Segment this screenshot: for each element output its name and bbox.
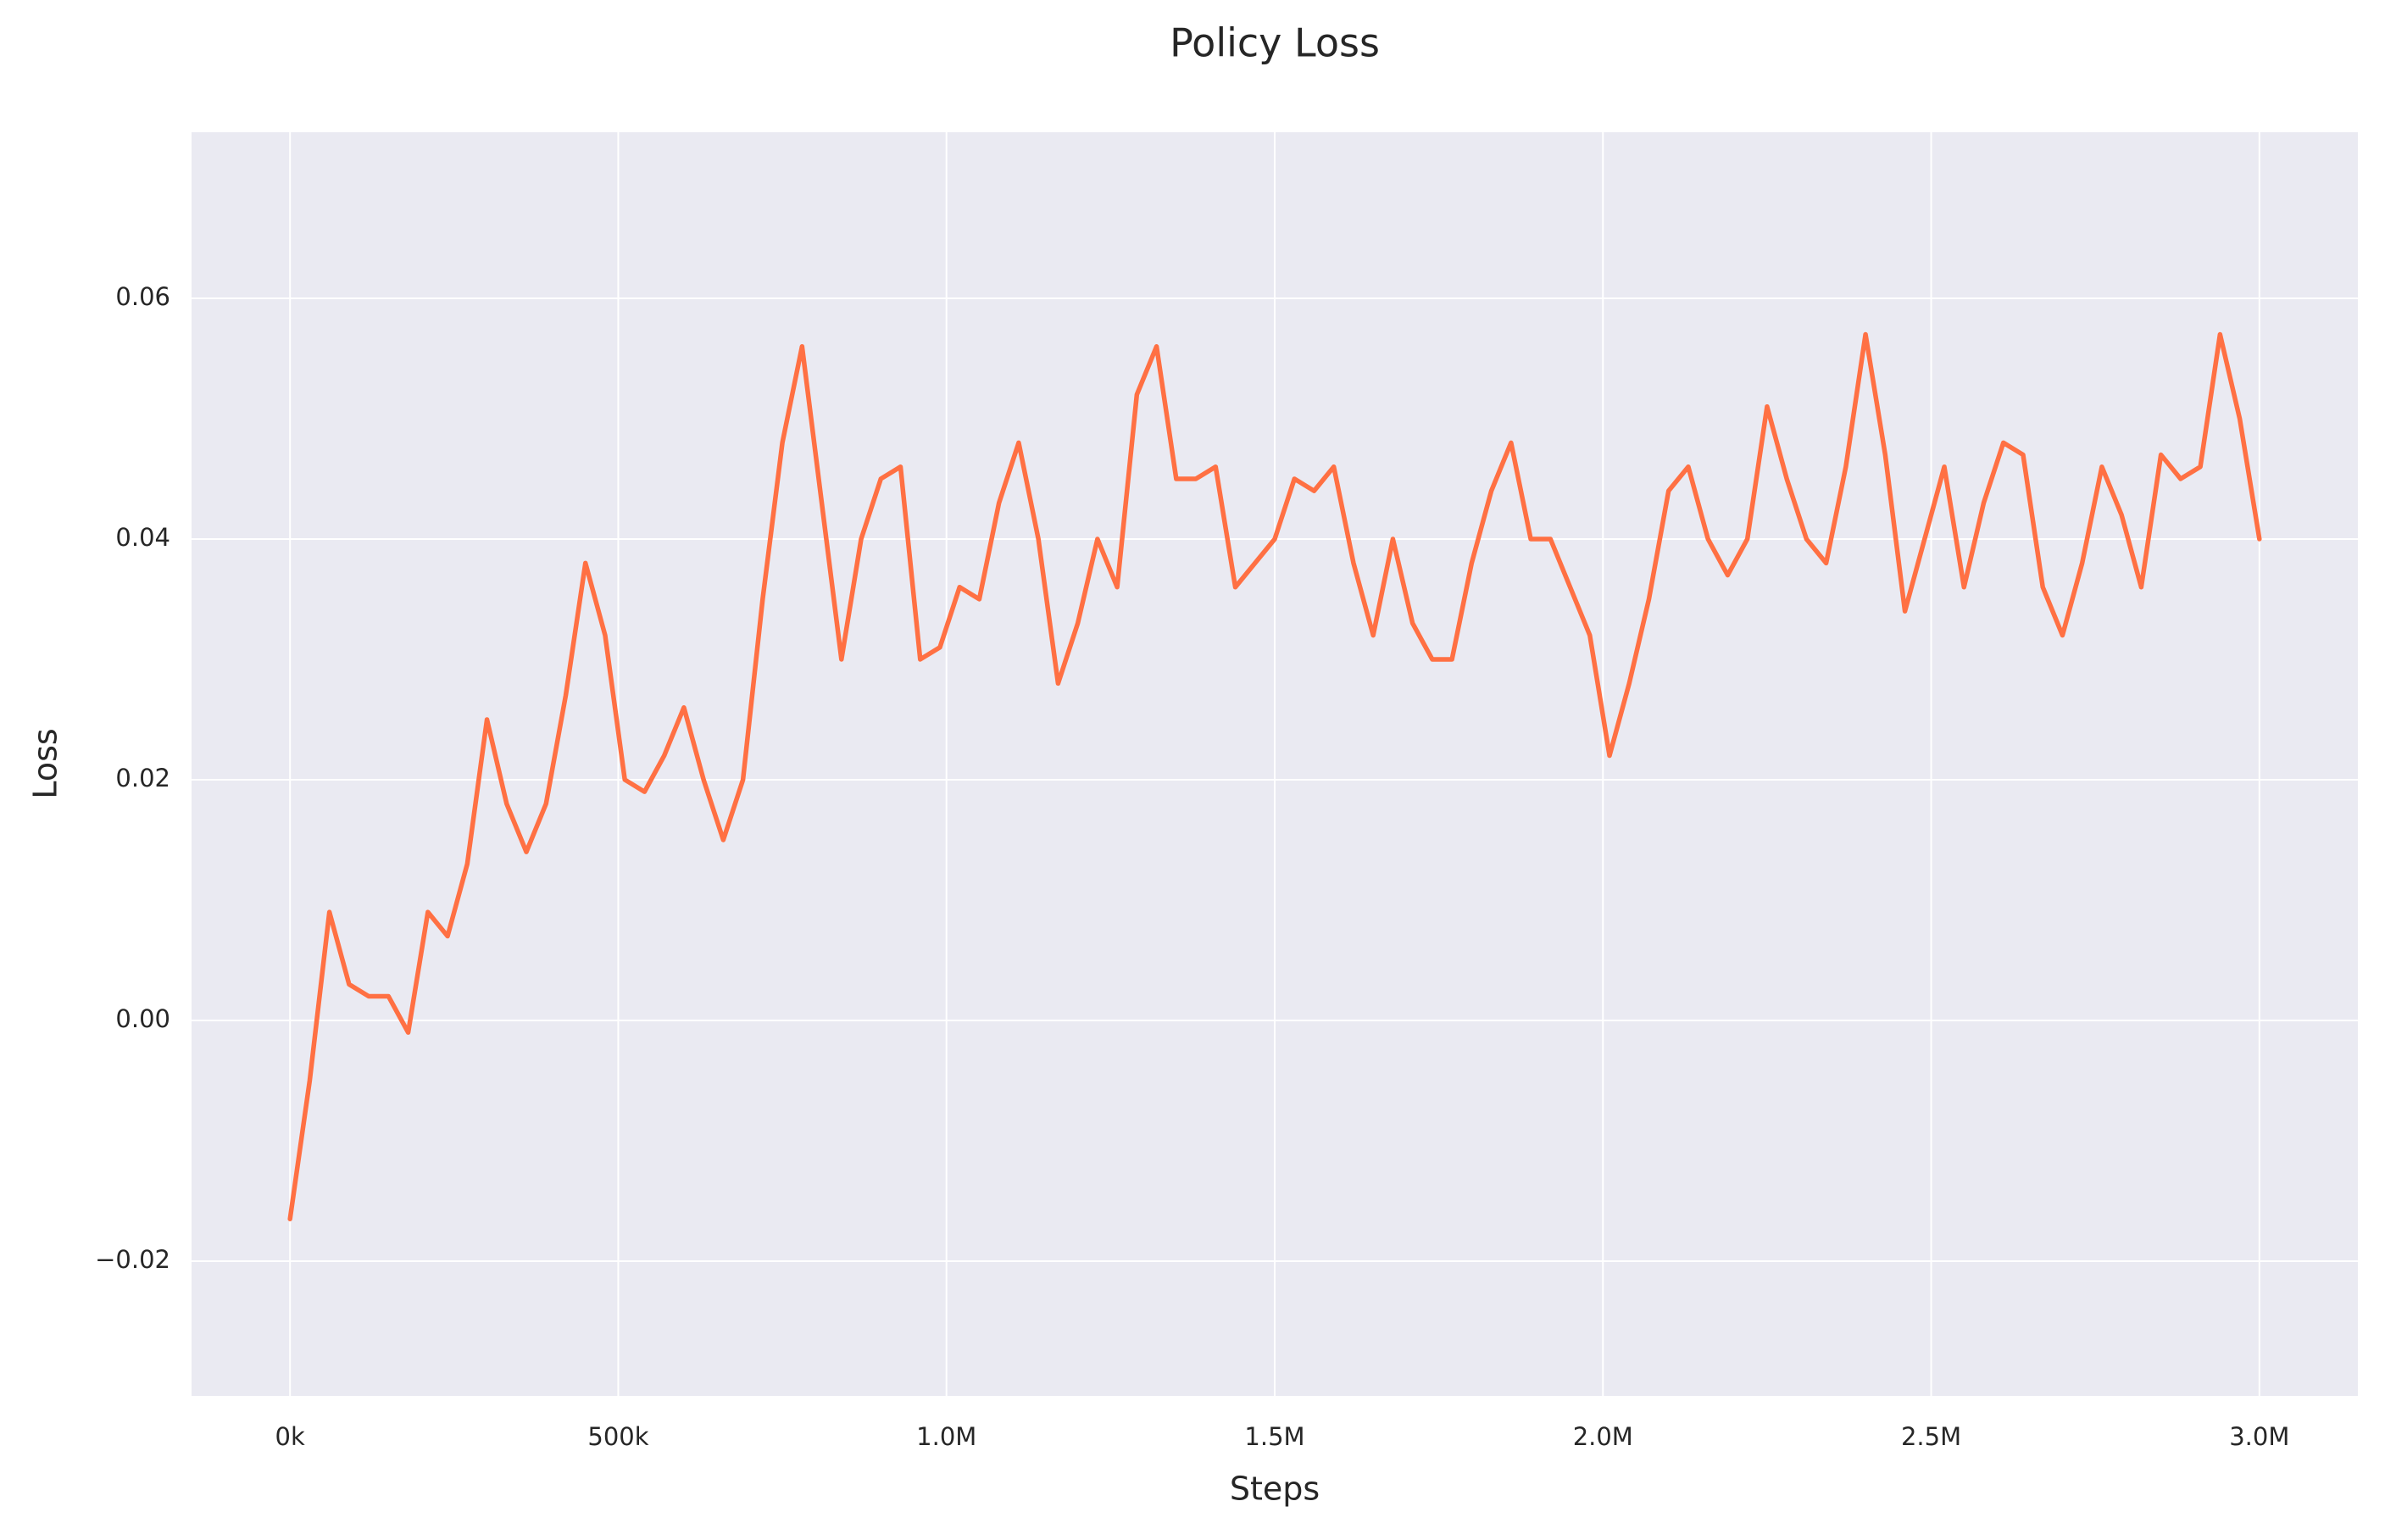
- x-tick-label: 1.0M: [916, 1422, 976, 1451]
- chart-title: Policy Loss: [1170, 20, 1380, 66]
- x-tick-label: 0k: [275, 1422, 305, 1451]
- x-axis-label: Steps: [1230, 1471, 1320, 1508]
- x-tick-label: 1.5M: [1244, 1422, 1304, 1451]
- y-tick-label: 0.04: [115, 523, 170, 552]
- y-tick-label: 0.02: [115, 764, 170, 792]
- y-tick-label: 0.00: [115, 1004, 170, 1033]
- y-axis-label: Loss: [27, 728, 64, 798]
- x-tick-label: 3.0M: [2229, 1422, 2289, 1451]
- x-tick-label: 2.5M: [1901, 1422, 1961, 1451]
- y-tick-label: 0.06: [115, 282, 170, 311]
- loss-line: [287, 331, 2262, 1222]
- x-tick-label: 500k: [587, 1422, 648, 1451]
- x-tick-label: 2.0M: [1573, 1422, 1633, 1451]
- y-tick-label: −0.02: [95, 1245, 170, 1274]
